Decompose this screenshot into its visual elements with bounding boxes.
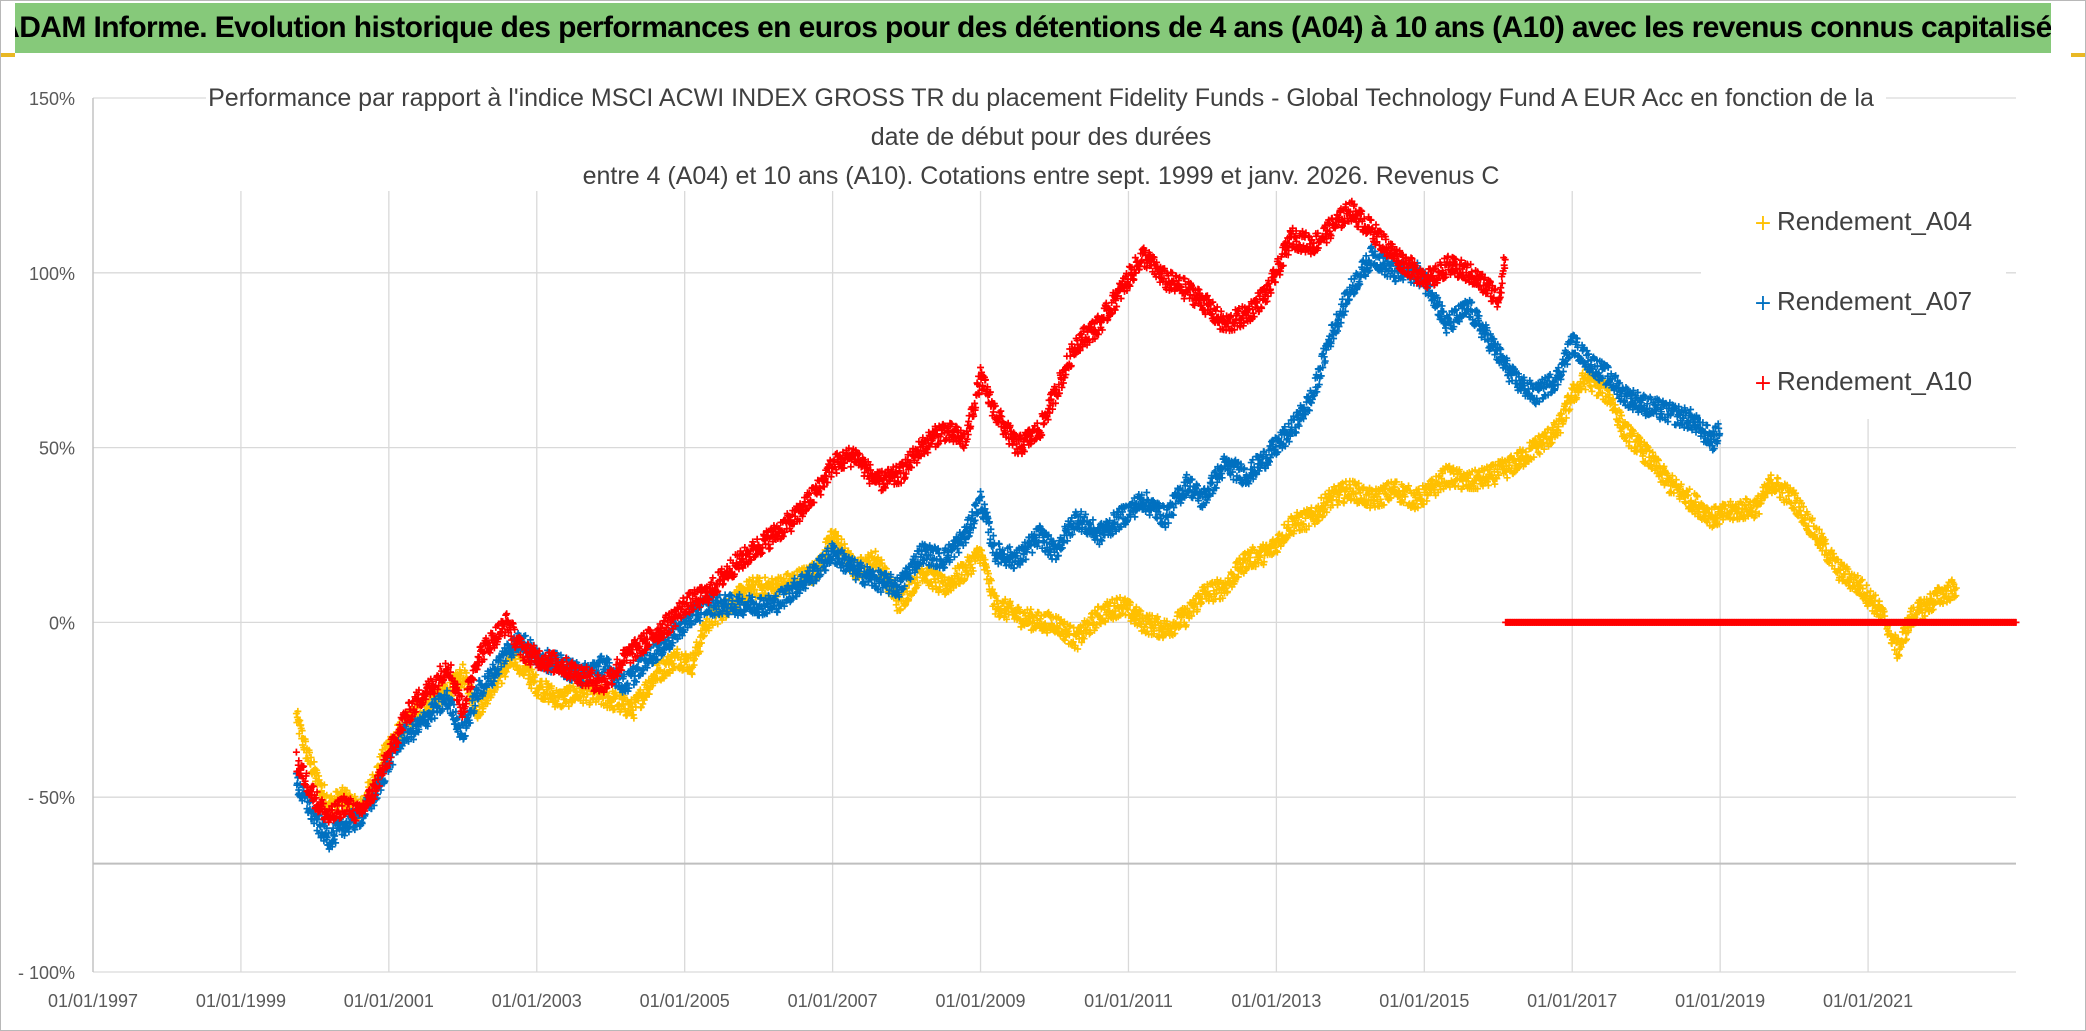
data-point (977, 488, 985, 496)
data-point (669, 666, 677, 674)
data-point (630, 714, 638, 722)
data-point (539, 683, 547, 691)
data-point (302, 737, 310, 745)
data-point (320, 781, 328, 789)
data-point (696, 647, 704, 655)
data-point (682, 650, 690, 658)
data-point (955, 549, 963, 557)
data-point (307, 753, 315, 761)
data-point (691, 655, 699, 663)
data-point (498, 679, 506, 687)
data-point (310, 758, 318, 766)
data-point (617, 706, 625, 714)
data-point (634, 697, 642, 705)
data-point (532, 671, 540, 679)
data-point (582, 696, 590, 704)
data-point (709, 621, 717, 629)
data-point (483, 700, 491, 708)
data-point (657, 666, 665, 674)
data-point (620, 701, 628, 709)
report-banner: ADAM Informe. Evolution historique des p… (15, 3, 2051, 53)
data-point (298, 727, 306, 735)
data-point (700, 632, 708, 640)
data-point (971, 501, 979, 509)
banner-text: ADAM Informe. Evolution historique des p… (15, 11, 2051, 44)
data-point (649, 679, 657, 687)
data-point (533, 692, 541, 700)
data-point (494, 683, 502, 691)
data-point (557, 703, 565, 711)
data-point (1666, 488, 1674, 496)
data-points (292, 197, 2020, 853)
data-point (705, 626, 713, 634)
data-point (562, 698, 570, 706)
data-point (548, 682, 556, 690)
data-point (1503, 474, 1511, 482)
data-point (761, 574, 769, 582)
data-point (294, 707, 302, 715)
data-point (343, 786, 351, 794)
data-point (565, 702, 573, 710)
data-point (480, 702, 488, 710)
data-point (1079, 634, 1087, 642)
data-point (315, 776, 323, 784)
data-point (501, 673, 509, 681)
data-point (527, 684, 535, 692)
data-point (475, 712, 483, 720)
data-point (639, 700, 647, 708)
data-point (1863, 581, 1871, 589)
data-point (699, 633, 707, 641)
data-point (459, 661, 467, 669)
data-point (306, 749, 314, 757)
series-rendement-a07 (292, 243, 1724, 853)
data-point (486, 687, 494, 695)
data-point (569, 682, 577, 690)
corner-accent-right (2071, 53, 2085, 57)
data-point (307, 760, 315, 768)
data-point (1028, 549, 1036, 557)
data-point (1774, 475, 1782, 483)
data-point (688, 670, 696, 678)
data-point (697, 639, 705, 647)
data-point (872, 547, 880, 555)
data-point (714, 620, 722, 628)
data-point (1875, 597, 1883, 605)
data-point (673, 645, 681, 653)
data-point (690, 661, 698, 669)
corner-accent-left (1, 53, 15, 57)
data-point (351, 793, 359, 801)
data-point (528, 665, 536, 673)
